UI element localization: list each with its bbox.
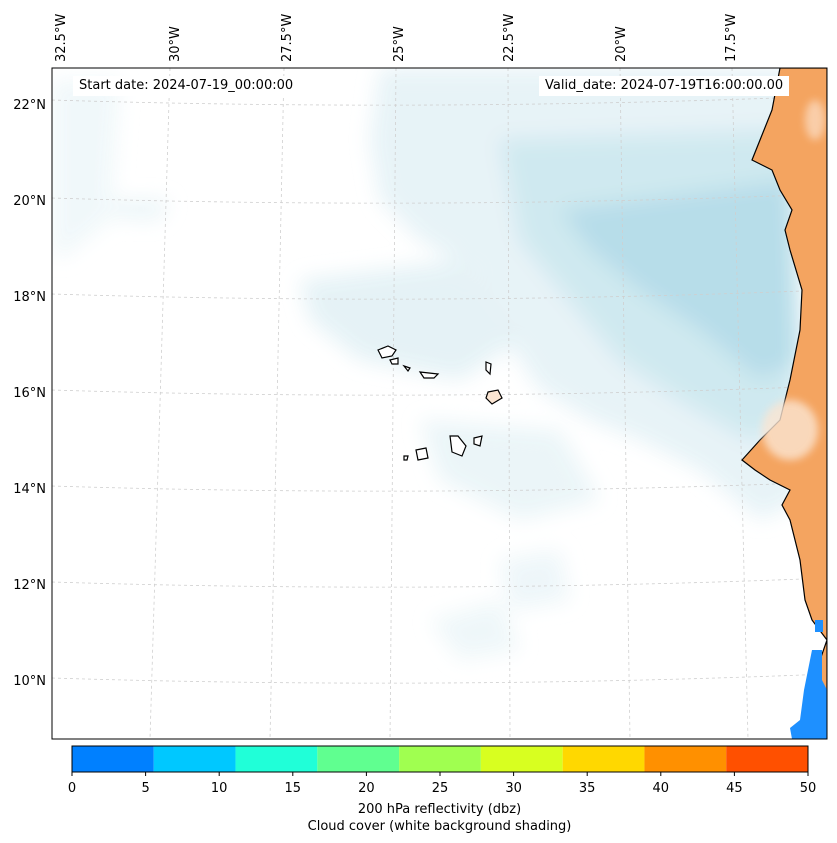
- colorbar-tick-label: 35: [578, 781, 596, 796]
- valid-date-label: Valid_date: 2024-07-19T16:00:00.00: [539, 76, 790, 96]
- colorbar-segment: [72, 746, 154, 772]
- colorbar-segment: [399, 746, 481, 772]
- graticule: [52, 68, 827, 739]
- colorbar-tick-label: 25: [431, 781, 449, 796]
- lat-label: 22°N: [13, 98, 46, 113]
- colorbar-label-2: Cloud cover (white background shading): [307, 819, 572, 834]
- land-light-patches: [762, 100, 825, 460]
- lat-label: 14°N: [13, 482, 46, 497]
- colorbar-tick-label: 10: [210, 781, 228, 796]
- cape-verde-islands: [377, 345, 503, 461]
- lat-label: 10°N: [13, 674, 46, 689]
- colorbar-tick-label: 30: [505, 781, 522, 796]
- colorbar-segment: [562, 746, 645, 772]
- colorbar-tick-label: 40: [652, 781, 670, 796]
- lon-label: 30°W: [168, 26, 183, 62]
- cloud-cover-shading: [52, 68, 800, 660]
- colorbar-segment: [235, 746, 318, 772]
- colorbar-segment: [153, 746, 236, 772]
- colorbar-tick-label: 5: [141, 781, 150, 796]
- lat-label: 18°N: [13, 290, 46, 305]
- colorbar: [71, 745, 809, 776]
- colorbar-label-1: 200 hPa reflectivity (dbz): [357, 802, 522, 817]
- lat-label: 20°N: [13, 194, 46, 209]
- lon-label: 32.5°W: [54, 13, 69, 62]
- reflectivity-patch: [790, 650, 827, 739]
- lon-label: 20°W: [614, 26, 629, 62]
- reflectivity-spot: [815, 620, 823, 632]
- colorbar-tick-label: 45: [726, 781, 743, 796]
- colorbar-tick-label: 0: [67, 781, 77, 796]
- lon-label: 22.5°W: [502, 13, 517, 62]
- colorbar-tick-label: 20: [358, 781, 375, 796]
- lon-label: 17.5°W: [724, 13, 739, 62]
- lon-label: 27.5°W: [280, 13, 295, 62]
- lon-label: 25°W: [392, 26, 407, 62]
- colorbar-segment: [726, 746, 808, 772]
- colorbar-tick-label: 15: [284, 781, 302, 796]
- colorbar-segment: [317, 746, 400, 772]
- start-date-label: Start date: 2024-07-19_00:00:00: [73, 76, 300, 96]
- colorbar-segment: [480, 746, 563, 772]
- colorbar-tick-label: 50: [799, 781, 817, 796]
- lat-label: 12°N: [13, 578, 46, 593]
- lat-label: 16°N: [13, 386, 46, 401]
- colorbar-segment: [644, 746, 727, 772]
